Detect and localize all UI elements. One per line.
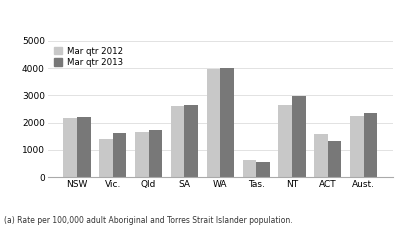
Bar [220, 68, 234, 177]
Legend: Mar qtr 2012, Mar qtr 2013: Mar qtr 2012, Mar qtr 2013 [52, 45, 124, 69]
Bar [64, 118, 77, 177]
Bar [328, 141, 341, 177]
Bar [256, 162, 270, 177]
Bar [314, 134, 328, 177]
Bar [77, 117, 91, 177]
Bar [207, 69, 220, 177]
Bar [99, 139, 113, 177]
Text: (a) Rate per 100,000 adult Aboriginal and Torres Strait Islander population.: (a) Rate per 100,000 adult Aboriginal an… [4, 216, 293, 225]
Bar [350, 116, 364, 177]
Bar [185, 105, 198, 177]
Bar [113, 133, 126, 177]
Bar [148, 130, 162, 177]
Bar [278, 105, 292, 177]
Bar [364, 113, 377, 177]
Bar [243, 160, 256, 177]
Bar [171, 106, 185, 177]
Bar [292, 96, 306, 177]
Bar [135, 132, 148, 177]
